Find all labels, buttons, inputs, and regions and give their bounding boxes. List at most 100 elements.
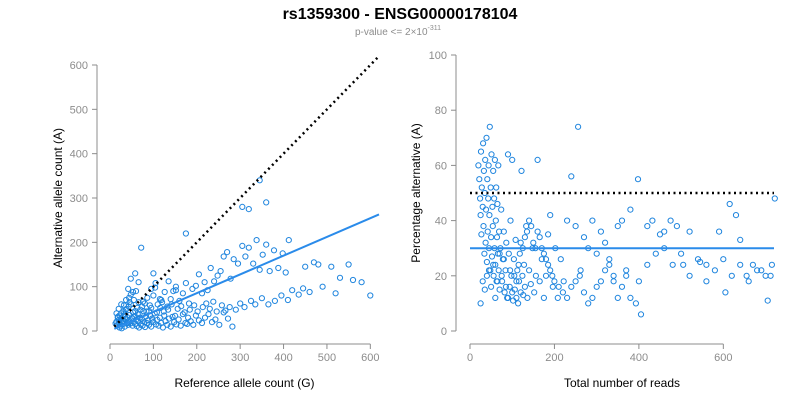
left-scatter-point [161, 312, 168, 319]
left-scatter-point [220, 309, 227, 316]
right-scatter-point [549, 272, 556, 279]
right-scatter-point [762, 272, 769, 279]
left-scatter-point [258, 295, 265, 302]
left-scatter-point [212, 316, 219, 323]
right-scatter-point [593, 250, 600, 257]
left-scatter-point [201, 314, 209, 321]
right-scatter-point [488, 234, 495, 241]
right-scatter-point [743, 272, 750, 279]
left-scatter-point [237, 300, 244, 307]
left-scatter-point [182, 280, 189, 287]
right-x-tick-label: 0 [467, 352, 473, 364]
right-scatter-point [547, 267, 554, 274]
right-y-axis-label: Percentage alternative (A) [409, 123, 423, 262]
right-scatter-point [509, 289, 516, 296]
left-scatter-point [165, 315, 173, 322]
left-scatter-point [167, 323, 174, 330]
left-scatter-point [285, 237, 292, 244]
right-scatter-point [475, 162, 482, 169]
right-scatter-point [479, 278, 486, 285]
left-y-tick-label: 600 [70, 60, 88, 72]
right-scatter-point [589, 217, 596, 224]
right-scatter-point [564, 294, 571, 301]
left-scatter-point [114, 313, 121, 320]
left-scatter-point [148, 285, 155, 292]
right-scatter-point [526, 217, 533, 224]
left-scatter-point [224, 249, 231, 256]
left-y-tick-label: 200 [70, 237, 88, 249]
left-scatter-point [179, 311, 186, 318]
right-scatter-point [530, 239, 537, 246]
left-x-tick-label: 200 [188, 352, 206, 364]
left-scatter-point [150, 292, 157, 299]
right-scatter-point [534, 228, 541, 235]
allele-count-panel: 0 100 200 300 400 500 600 0 100 200 300 400 500 600 Re… [51, 55, 380, 390]
right-scatter-point [496, 250, 503, 257]
left-scatter-point [189, 285, 196, 292]
left-scatter-point [141, 300, 148, 307]
right-scatter-point [627, 294, 634, 301]
right-scatter-point [560, 278, 567, 285]
left-scatter-point [136, 311, 143, 318]
right-scatter-point [514, 267, 521, 274]
right-scatter-point [480, 167, 487, 174]
right-y-tick-label: 80 [435, 105, 447, 117]
left-scatter-point [190, 321, 197, 328]
right-scatter-point [527, 281, 534, 288]
left-scatter-point [191, 302, 198, 309]
right-scatter-point [540, 294, 548, 301]
right-scatter-point [478, 231, 485, 238]
left-scatter-point [135, 279, 142, 286]
right-scatter-point [597, 228, 605, 235]
right-scatter-point [488, 151, 495, 158]
right-scatter-point [489, 203, 496, 210]
left-scatter-point [125, 285, 132, 292]
left-scatter-point [234, 260, 242, 267]
right-scatter-point [536, 234, 543, 241]
right-x-tick-label: 600 [714, 352, 732, 364]
right-scatter-point [477, 148, 485, 155]
left-scatter-point [206, 305, 213, 312]
left-scatter-point [289, 287, 296, 294]
right-scatter-point [534, 156, 541, 163]
left-scatter-point [265, 301, 272, 308]
left-scatter-point [263, 241, 270, 248]
right-scatter-point [768, 261, 776, 268]
right-scatter-point [532, 272, 540, 279]
right-scatter-point [711, 267, 719, 274]
left-scatter-point [139, 298, 147, 305]
right-scatter-point [496, 228, 503, 235]
right-scatter-point [521, 283, 529, 290]
right-scatter-point [564, 217, 571, 224]
left-scatter-point [178, 303, 185, 310]
left-scatter-point [181, 309, 188, 316]
right-scatter-point [623, 267, 630, 274]
right-scatter-point [520, 261, 528, 268]
left-scatter-point [245, 206, 252, 213]
right-scatter-point [602, 267, 609, 274]
right-scatter-point [524, 294, 531, 301]
left-scatter-point [165, 278, 172, 285]
right-scatter-point [500, 228, 507, 235]
right-scatter-point [644, 223, 651, 230]
left-scatter-point [239, 242, 246, 249]
right-scatter-point [493, 184, 500, 191]
left-scatter-point [132, 288, 140, 295]
left-fit-line [113, 213, 380, 330]
left-scatter-point [175, 316, 182, 323]
left-scatter-point [306, 288, 313, 296]
left-scatter-point [275, 264, 282, 272]
left-scatter-point [358, 279, 365, 286]
left-scatter-point [222, 307, 229, 314]
right-scatter-point [481, 286, 488, 293]
right-scatter-point [771, 195, 778, 202]
left-scatter-point [271, 297, 278, 304]
left-scatter-point [172, 283, 179, 290]
left-scatter-point [302, 263, 309, 270]
right-scatter-point [764, 297, 771, 304]
right-scatter-point [627, 206, 634, 213]
right-scatter-point [519, 272, 526, 279]
left-scatter-point [218, 302, 225, 309]
right-scatter-point [632, 300, 640, 307]
